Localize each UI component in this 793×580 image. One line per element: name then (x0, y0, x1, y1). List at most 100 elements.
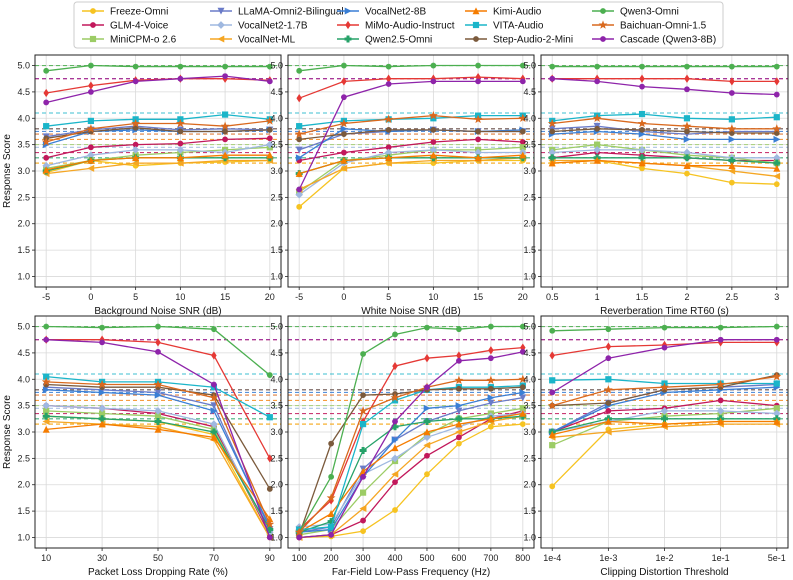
series-line (299, 129, 523, 141)
data-point (358, 406, 368, 415)
series-freeze-omni (296, 421, 526, 541)
series-kimi-audio (548, 156, 781, 172)
data-point (391, 444, 399, 452)
legend-marker (472, 21, 480, 29)
series-line (552, 130, 777, 141)
data-point (773, 417, 781, 425)
series-baichuan-omni-1-5 (547, 113, 782, 133)
data-point (392, 361, 398, 371)
legend-frame (73, 1, 724, 49)
legend-marker (344, 35, 352, 43)
data-point (486, 375, 496, 385)
data-point (42, 166, 50, 174)
data-point (684, 170, 690, 177)
data-point (487, 355, 494, 362)
series-line (552, 78, 777, 83)
y-tick-label: 4.5 (17, 348, 30, 358)
data-point (328, 440, 335, 447)
data-point (391, 423, 399, 431)
data-point (519, 78, 526, 85)
data-point (392, 479, 398, 485)
y-tick-label: 5.0 (523, 61, 536, 71)
data-point (154, 407, 162, 415)
series-cascade-qwen3-8b (296, 348, 526, 541)
x-tick-label: 20 (265, 292, 275, 302)
data-point (604, 428, 612, 436)
legend-item-vita-audio: VITA-Audio (465, 21, 544, 32)
data-point (475, 128, 481, 135)
data-point (360, 473, 366, 480)
legend-item-llama-omni2-bilingual: LLaMA-Omni2-Bilingual (210, 7, 344, 18)
y-tick-label: 2.5 (270, 192, 283, 202)
data-point (221, 151, 229, 159)
data-point (98, 404, 106, 413)
y-tick-label: 5.0 (17, 61, 30, 71)
data-point (773, 164, 781, 172)
data-point (385, 154, 393, 162)
data-point (455, 407, 463, 415)
x-tick-label: 0.5 (546, 292, 559, 302)
data-point (773, 172, 781, 180)
data-point (42, 386, 50, 394)
x-tick-label: -5 (42, 292, 50, 302)
x-tick-label: 0 (341, 292, 346, 302)
data-point (455, 428, 463, 436)
data-point (728, 167, 736, 175)
data-point (385, 126, 392, 133)
x-tick-label: 15 (220, 292, 230, 302)
data-point (638, 159, 646, 167)
data-point (176, 146, 185, 154)
y-tick-label: 3.5 (270, 140, 283, 150)
x-tick-label: 1e-3 (599, 553, 617, 563)
data-point (430, 126, 437, 133)
data-point (296, 534, 303, 541)
data-point (716, 379, 726, 389)
y-tick-label: 4.5 (523, 87, 536, 97)
data-point (728, 157, 736, 164)
legend-marker (217, 21, 225, 29)
series-line (298, 346, 523, 530)
data-point (131, 118, 141, 128)
panel-packet-loss-dropping-rate: 10 30 50 70 90 1.0 1.5 2.0 2.5 3.0 3.5 4.0 4.5 5.0 Pac… (2, 315, 282, 578)
data-point (340, 156, 348, 164)
data-point (360, 517, 366, 524)
data-point (488, 346, 494, 355)
data-point (605, 408, 612, 414)
y-tick-label: 1.5 (17, 506, 30, 516)
data-point (423, 428, 431, 436)
y-tick-label: 2.5 (523, 453, 536, 463)
data-point (717, 324, 724, 331)
data-point (384, 159, 392, 167)
data-point (154, 417, 162, 426)
series-line (299, 384, 523, 531)
series-qwen3-omni (296, 62, 526, 74)
data-point (267, 454, 273, 463)
series-line (299, 154, 523, 175)
panel-far-field-low-pass-frequency-hz: 100 200 300 400 500 600 700 800 1.0 1.5 2.0 2.5 3.0 3… (270, 315, 535, 578)
data-point (548, 430, 556, 438)
series-cascade-qwen3-8b (43, 336, 273, 541)
y-tick-label: 2.0 (270, 480, 283, 490)
data-point (603, 385, 613, 394)
series-line (552, 128, 777, 134)
data-point (42, 412, 50, 420)
data-point (717, 417, 725, 425)
x-axis-label: Reverberation Time RT60 (s) (600, 306, 729, 317)
data-point (593, 146, 601, 154)
data-point (475, 136, 481, 143)
data-point (639, 83, 645, 90)
data-point (684, 128, 690, 135)
data-point (222, 136, 228, 143)
data-point (360, 392, 366, 398)
data-point (638, 110, 646, 118)
series-qwen3-omni (549, 323, 780, 334)
data-point (341, 77, 347, 86)
series-baichuan-omni-1-5 (294, 374, 528, 537)
data-point (42, 401, 51, 410)
data-point (424, 324, 430, 331)
legend-marker (344, 7, 352, 15)
y-tick-label: 3.5 (270, 401, 283, 411)
x-axis-label: Background Noise SNR (dB) (94, 306, 221, 317)
data-point (210, 433, 218, 441)
data-point (549, 63, 556, 70)
